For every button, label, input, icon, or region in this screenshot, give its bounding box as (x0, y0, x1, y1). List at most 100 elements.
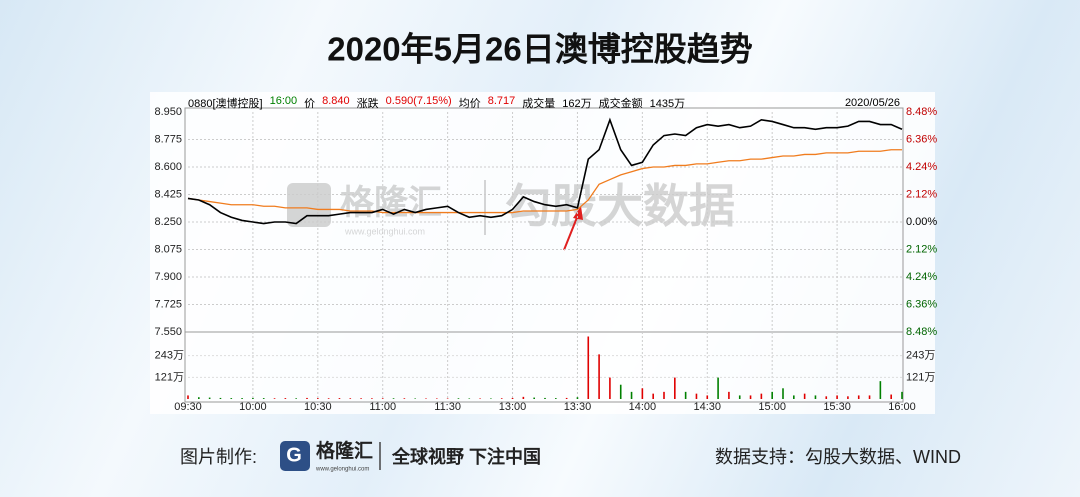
volume-bar (684, 391, 687, 399)
y-tick-label: 8.775 (154, 133, 182, 145)
volume-bar (241, 398, 243, 399)
x-tick-label: 13:30 (564, 401, 592, 413)
volume-bar (273, 398, 276, 399)
volume-bar (901, 391, 903, 399)
y2-tick-label: 2.12% (906, 188, 937, 200)
arrow-shaft (563, 214, 579, 251)
volume-bar (576, 397, 579, 399)
volume-bar (360, 398, 362, 399)
y2-tick-label: 6.36% (906, 133, 937, 145)
watermark: 格隆汇 www.gelonghui.com 勾股大数据 (287, 180, 735, 236)
quote-field: 均价 (458, 98, 481, 110)
volume-bar (890, 394, 892, 399)
y2-tick-label: 8.48% (906, 326, 937, 338)
volume-bar (706, 395, 709, 399)
y-tick-label: 7.550 (154, 326, 182, 338)
volume-bar (403, 398, 406, 399)
y-tick-label: 8.075 (154, 243, 182, 255)
volume-bar (674, 377, 676, 399)
volume-bar (847, 396, 849, 399)
volume-bar (793, 395, 795, 399)
arrow-annotation (563, 206, 583, 251)
volume-bar (803, 393, 806, 399)
volume-bar (598, 354, 600, 399)
y-tick-label: 8.425 (154, 188, 182, 200)
quote-field: 1435万 (649, 98, 686, 110)
quote-field: 涨跌 (356, 98, 379, 110)
x-tick-label: 11:30 (434, 401, 461, 413)
chart-title: 2020年5月26日澳博控股趋势 (327, 31, 752, 68)
date-label: 2020/05/26 (845, 97, 900, 109)
volume-bar (749, 395, 752, 399)
volume-bar (371, 398, 373, 399)
volume-bar (836, 395, 838, 399)
y-tick-label: 7.900 (154, 271, 182, 283)
volume-bar (857, 395, 860, 399)
footer-slogan: 全球视野 下注中国 (392, 447, 542, 467)
volume-bar (609, 377, 611, 399)
volume-bar (381, 398, 384, 399)
volume-bar (587, 336, 590, 399)
volume-bar (317, 398, 319, 399)
y-tick-label: 8.950 (154, 106, 182, 118)
volume-bar (868, 395, 871, 399)
quote-field: 16:00 (269, 95, 298, 107)
volume-bar (230, 398, 233, 399)
series-line (187, 117, 903, 225)
y2-tick-label: 6.36% (906, 298, 937, 310)
volume-bar (533, 397, 535, 399)
volume-bar (425, 398, 427, 399)
volume-bar (728, 391, 730, 399)
volume-bar (295, 398, 297, 399)
volume-tick-label: 121万 (906, 371, 935, 383)
watermark-url: www.gelonghui.com (344, 226, 425, 236)
x-tick-label: 10:00 (239, 401, 267, 413)
volume-bar (522, 396, 525, 399)
x-tick-label: 15:00 (758, 401, 786, 413)
volume-bar (695, 393, 698, 399)
x-tick-label: 15:30 (823, 401, 851, 413)
volume-bar (338, 398, 341, 399)
x-tick-label: 14:00 (629, 401, 657, 413)
x-tick-label: 11:00 (369, 401, 396, 413)
y-tick-label: 7.725 (154, 298, 182, 310)
volume-bar (219, 397, 222, 399)
volume-bar (349, 398, 352, 399)
chart-panel (150, 92, 935, 414)
y-tick-label: 8.250 (154, 216, 182, 228)
y2-tick-label: 2.12% (906, 243, 937, 255)
footer-made-by: 图片制作: (180, 447, 258, 467)
volume-bar (446, 398, 449, 399)
volume-bar (252, 397, 254, 399)
volume-bar (555, 398, 557, 399)
volume-bar (771, 391, 773, 399)
volume-bar (641, 388, 644, 399)
volume-bar (198, 397, 200, 399)
volume-tick-label: 243万 (155, 350, 184, 362)
footer-logo-glyph: G (286, 444, 302, 466)
volume-bar (479, 398, 481, 399)
volume-tick-label: 121万 (155, 371, 184, 383)
x-tick-label: 14:30 (694, 401, 722, 413)
footer-source: 数据支持：勾股大数据、WIND (715, 447, 961, 467)
volume-bar (511, 397, 514, 399)
arrow-head (573, 206, 583, 220)
watermark-partner: 勾股大数据 (505, 180, 735, 232)
volume-bar (392, 398, 395, 399)
volume-bar (652, 393, 654, 399)
volume-bar (565, 397, 568, 399)
quote-field: 价 (304, 98, 316, 110)
volume-bar (738, 395, 741, 399)
footer-logo (280, 441, 310, 471)
volume-bar (879, 381, 882, 399)
quote-field: 162万 (562, 98, 592, 110)
watermark-logo (287, 183, 331, 227)
y2-tick-label: 0.00% (906, 216, 937, 228)
volume-bar (814, 395, 817, 399)
x-tick-label: 09:30 (174, 401, 202, 413)
volume-bar (500, 398, 503, 399)
volume-bar (490, 398, 492, 399)
volume-bar (825, 396, 828, 399)
